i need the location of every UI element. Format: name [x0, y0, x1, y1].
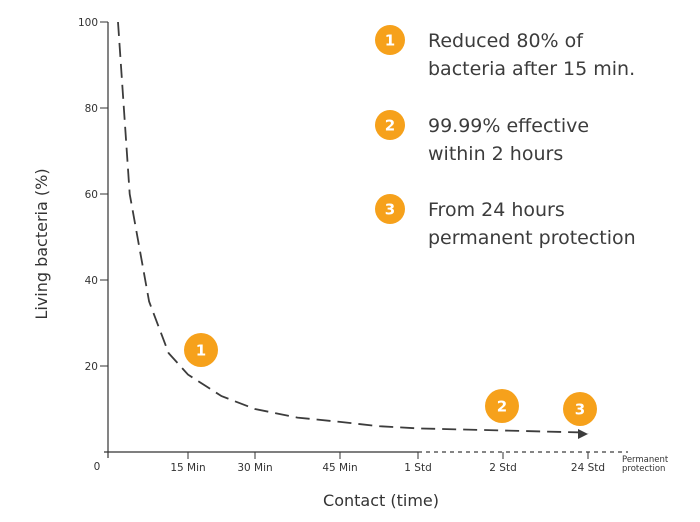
- x-axis-title: Contact (time): [323, 491, 439, 510]
- legend: 1 Reduced 80% of bacteria after 15 min. 2 99…: [375, 25, 636, 249]
- legend-text: Reduced 80% of bacteria after 15 min.: [428, 30, 635, 80]
- legend-badge-3: [375, 194, 405, 224]
- legend-badge-number: 3: [385, 201, 395, 219]
- series-arrowhead: [578, 428, 588, 439]
- y-tick-label: 20: [85, 361, 98, 373]
- series: [117, 21, 589, 439]
- y-tick-label: 40: [85, 275, 98, 287]
- x-tick-label: 15 Min: [170, 462, 205, 474]
- y-tick-label: 100: [78, 17, 98, 29]
- curve-badge-number: 1: [196, 342, 206, 360]
- curve-badge-1: [184, 333, 218, 367]
- y-tick-label: 80: [85, 103, 98, 115]
- x-tick-label: 45 Min: [322, 462, 357, 474]
- origin-label: 0: [94, 461, 101, 473]
- curve-badge-number: 3: [575, 401, 585, 419]
- curve-badge-3: [563, 392, 597, 426]
- curve-badges: 1 2 3: [184, 333, 597, 426]
- x-tick-label: 2 Std: [489, 462, 516, 474]
- axes: [104, 22, 628, 458]
- x-tick-label: 30 Min: [237, 462, 272, 474]
- y-tick-label: 60: [85, 189, 98, 201]
- x-tick-label: 1 Std: [404, 462, 431, 474]
- legend-badge-number: 1: [385, 32, 395, 50]
- legend-text: From 24 hours permanent protection: [428, 199, 636, 249]
- legend-badge-2: [375, 110, 405, 140]
- curve-badge-2: [485, 389, 519, 423]
- curve-badge-number: 2: [497, 398, 507, 416]
- series-line: [117, 21, 589, 434]
- legend-badge-1: [375, 25, 405, 55]
- x-end-label: Permanent protection: [622, 455, 669, 474]
- legend-badge-number: 2: [385, 117, 395, 135]
- legend-text: 99.99% effective within 2 hours: [428, 115, 589, 165]
- x-tick-label: 24 Std: [571, 462, 605, 474]
- y-axis-title: Living bacteria (%): [32, 168, 51, 319]
- ticks: 20 40 60 80 100 0 15 Min 30 Min 45 Min 1 Std 2 Std…: [78, 17, 669, 474]
